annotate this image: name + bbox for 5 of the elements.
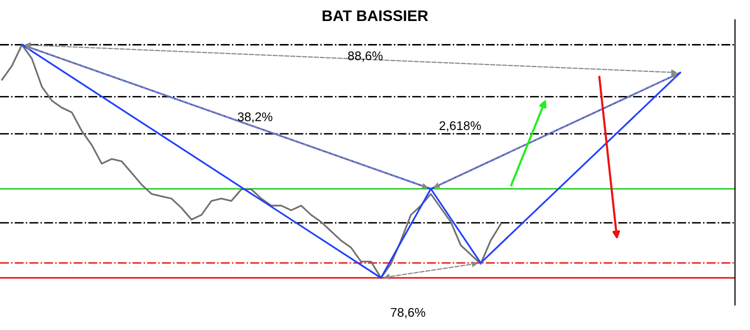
annotation: 38,2% [238,112,272,123]
annotation: 2,618% [440,121,481,132]
annotation: 88,6% [348,51,383,62]
chart-title: BAT BAISSIER [322,10,428,22]
text: 78,6% [390,308,426,318]
